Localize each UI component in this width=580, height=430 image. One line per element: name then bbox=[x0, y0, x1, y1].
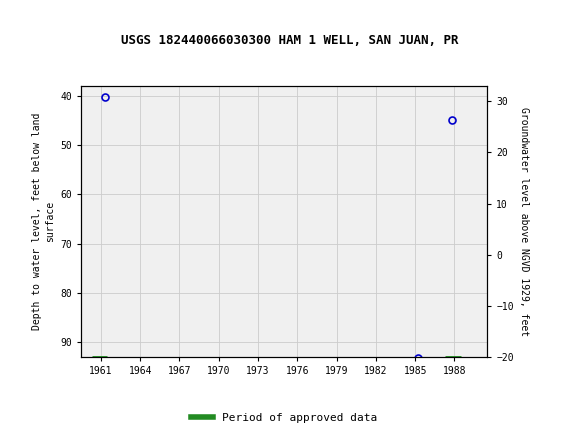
Text: ≋: ≋ bbox=[1, 8, 17, 27]
Text: USGS: USGS bbox=[9, 12, 45, 26]
Text: USGS 182440066030300 HAM 1 WELL, SAN JUAN, PR: USGS 182440066030300 HAM 1 WELL, SAN JUA… bbox=[121, 34, 459, 47]
Y-axis label: Depth to water level, feet below land
surface: Depth to water level, feet below land su… bbox=[32, 113, 55, 330]
Y-axis label: Groundwater level above NGVD 1929, feet: Groundwater level above NGVD 1929, feet bbox=[520, 107, 530, 336]
Legend: Period of approved data: Period of approved data bbox=[187, 408, 382, 427]
